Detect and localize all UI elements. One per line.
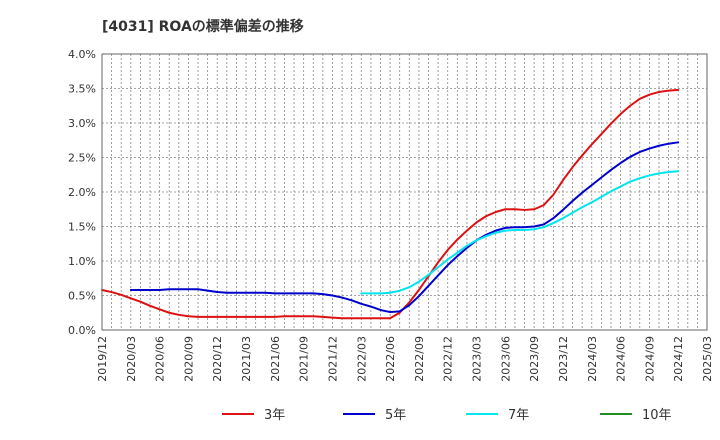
- x-tick-label: 2024/03: [586, 336, 599, 382]
- x-tick-label: 2022/06: [384, 336, 397, 382]
- x-tick-label: 2021/06: [269, 336, 282, 382]
- x-tick-label: 2023/03: [471, 336, 484, 382]
- x-tick-label: 2021/09: [298, 336, 311, 382]
- x-axis: 2019/12 2020/03 2020/06 2020/09 2020/12 2021/…: [96, 336, 714, 382]
- x-tick-label: 2020/09: [182, 336, 195, 382]
- y-tick-label: 0.0%: [68, 324, 96, 337]
- legend-label-2: 7年: [508, 408, 529, 423]
- x-tick-label: 2023/09: [528, 336, 541, 382]
- x-tick-label: 2020/06: [154, 336, 167, 382]
- x-tick-label: 2024/12: [672, 336, 685, 382]
- legend-label-3: 10年: [642, 408, 672, 423]
- series-lines: [101, 88, 680, 320]
- x-tick-label: 2022/03: [355, 336, 368, 382]
- y-tick-label: 1.0%: [68, 255, 96, 268]
- x-tick-label: 2021/12: [326, 336, 339, 382]
- legend-label-0: 3年: [264, 408, 285, 423]
- x-tick-label: 2020/12: [211, 336, 224, 382]
- series-line-2: [360, 170, 680, 295]
- x-tick-label: 2025/03: [701, 336, 714, 382]
- y-tick-label: 2.0%: [68, 186, 96, 199]
- series-line-0: [101, 88, 680, 320]
- y-tick-label: 0.5%: [68, 290, 96, 303]
- x-tick-label: 2024/06: [615, 336, 628, 382]
- grid: [101, 53, 708, 331]
- x-tick-label: 2024/09: [643, 336, 656, 382]
- y-tick-label: 3.0%: [68, 117, 96, 130]
- y-tick-label: 4.0%: [68, 48, 96, 61]
- x-tick-label: 2023/06: [499, 336, 512, 382]
- chart-title: [4031] ROAの標準偏差の推移: [102, 18, 304, 35]
- y-tick-label: 2.5%: [68, 152, 96, 165]
- x-tick-label: 2020/03: [125, 336, 138, 382]
- x-tick-label: 2021/03: [240, 336, 253, 382]
- series-line-1: [129, 141, 680, 314]
- y-tick-label: 1.5%: [68, 221, 96, 234]
- legend: 3年 5年 7年 10年: [222, 408, 672, 423]
- legend-label-1: 5年: [385, 408, 406, 423]
- y-axis: 0.0% 0.5% 1.0% 1.5% 2.0% 2.5% 3.0% 3.5% 4.0%: [68, 48, 96, 337]
- x-tick-label: 2022/09: [413, 336, 426, 382]
- plot-border: [101, 53, 708, 331]
- y-tick-label: 3.5%: [68, 83, 96, 96]
- x-tick-label: 2022/12: [442, 336, 455, 382]
- x-tick-label: 2023/12: [557, 336, 570, 382]
- x-tick-label: 2019/12: [96, 336, 109, 382]
